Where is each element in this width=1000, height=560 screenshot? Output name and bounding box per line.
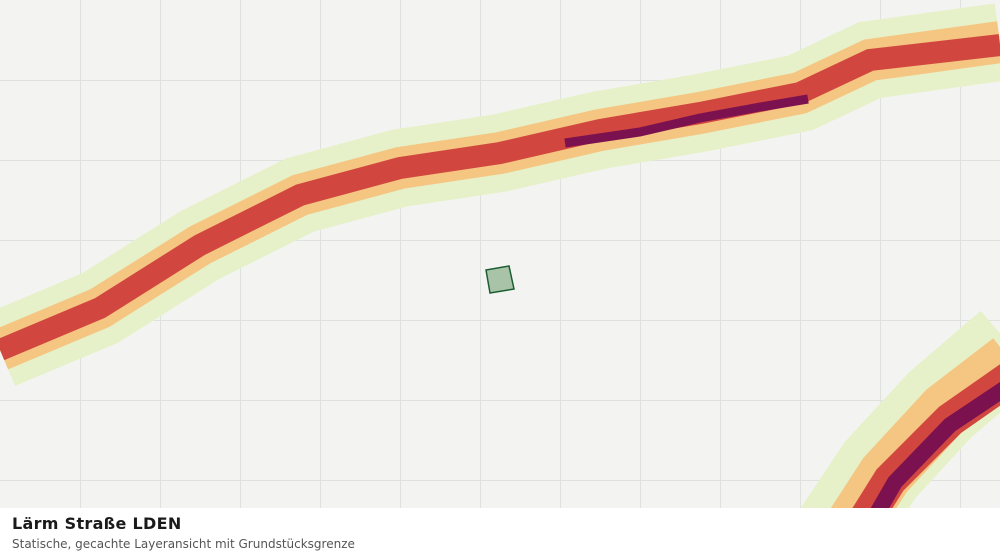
noise-zone-high [0,34,1000,361]
map-subtitle: Statische, gecachte Layeransicht mit Gru… [12,537,355,551]
noise-zone-very-high [564,94,809,148]
noise-band-north [0,3,1000,386]
map-title: Lärm Straße LDEN [12,514,182,533]
caption-bar: Lärm Straße LDEN Statische, gecachte Lay… [0,508,1000,560]
parcel-boundary [485,265,515,294]
